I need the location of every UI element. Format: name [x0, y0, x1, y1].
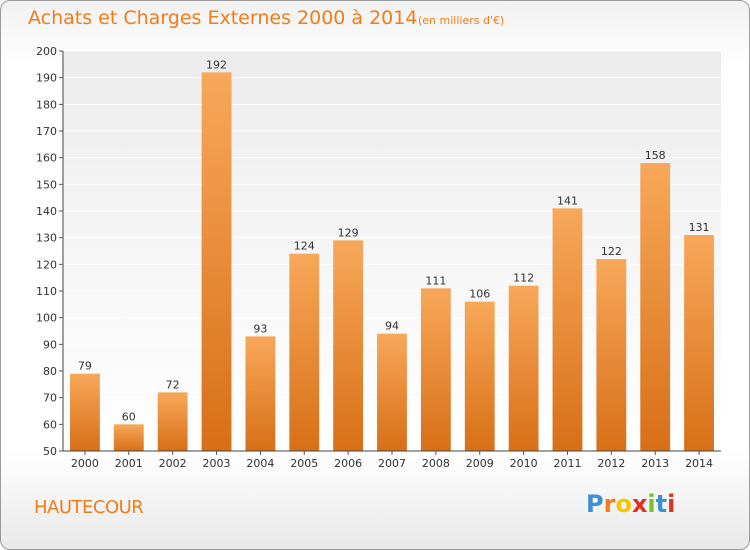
logo-letter: r: [603, 490, 616, 518]
bar: [464, 301, 495, 451]
y-tick-label: 60: [43, 418, 57, 431]
data-label: 141: [557, 194, 578, 207]
x-tick-label: 2012: [597, 457, 625, 470]
x-tick-label: 2013: [641, 457, 669, 470]
bar: [113, 424, 144, 451]
chart-title: Achats et Charges Externes 2000 à 2014: [28, 7, 418, 29]
data-label: 93: [253, 322, 267, 335]
data-label: 158: [645, 149, 666, 162]
bar: [70, 373, 100, 451]
x-tick-label: 2005: [290, 457, 318, 470]
x-tick-label: 2002: [159, 457, 187, 470]
bar: [552, 208, 583, 451]
data-label: 122: [601, 245, 622, 258]
x-tick-label: 2009: [466, 457, 494, 470]
x-tick-label: 2003: [203, 457, 231, 470]
data-label: 111: [425, 274, 446, 287]
data-label: 192: [206, 58, 227, 71]
y-tick-label: 90: [43, 338, 57, 351]
y-tick-label: 110: [36, 285, 57, 298]
bar: [201, 72, 232, 451]
y-tick-label: 140: [36, 205, 57, 218]
bar: [420, 288, 451, 451]
x-tick-label: 2014: [685, 457, 713, 470]
bar: [289, 253, 320, 451]
y-tick-label: 160: [36, 152, 57, 165]
y-tick-label: 120: [36, 258, 57, 271]
y-tick-label: 70: [43, 392, 57, 405]
data-label: 131: [689, 221, 710, 234]
x-tick-label: 2000: [71, 457, 99, 470]
data-label: 94: [385, 320, 399, 333]
bar: [245, 336, 276, 451]
y-tick-label: 190: [36, 72, 57, 85]
bar: [596, 259, 627, 451]
bar: [508, 285, 539, 451]
chart-subtitle: (en milliers d'€): [418, 14, 505, 27]
logo-letter: o: [615, 490, 632, 518]
x-tick-label: 2011: [553, 457, 581, 470]
logo-letter: x: [631, 490, 648, 518]
data-label: 79: [78, 360, 92, 373]
y-tick-label: 100: [36, 312, 57, 325]
x-tick-label: 2010: [510, 457, 538, 470]
data-label: 124: [294, 240, 315, 253]
logo-letter: i: [667, 490, 676, 518]
y-tick-label: 200: [36, 45, 57, 58]
logo-letter: i: [647, 490, 656, 518]
commune-name: HAUTECOUR: [34, 497, 144, 518]
x-tick-label: 2004: [246, 457, 274, 470]
data-label: 112: [513, 272, 534, 285]
data-label: 60: [122, 410, 136, 423]
data-label: 106: [469, 288, 490, 301]
y-tick-label: 130: [36, 232, 57, 245]
x-tick-label: 2008: [422, 457, 450, 470]
data-label: 129: [338, 226, 359, 239]
y-tick-label: 150: [36, 178, 57, 191]
bar: [157, 392, 188, 451]
y-tick-label: 180: [36, 98, 57, 111]
bar: [377, 333, 407, 451]
bar: [640, 163, 671, 451]
x-tick-label: 2007: [378, 457, 406, 470]
x-tick-label: 2001: [115, 457, 143, 470]
proxiti-logo: Proxiti: [586, 490, 675, 518]
logo-letter: t: [655, 490, 668, 518]
bar: [333, 240, 364, 451]
y-tick-label: 170: [36, 125, 57, 138]
y-tick-label: 80: [43, 365, 57, 378]
logo-letter: P: [586, 490, 604, 518]
data-label: 72: [166, 378, 180, 391]
bar: [684, 235, 714, 451]
x-tick-label: 2006: [334, 457, 362, 470]
y-tick-label: 50: [43, 445, 57, 458]
